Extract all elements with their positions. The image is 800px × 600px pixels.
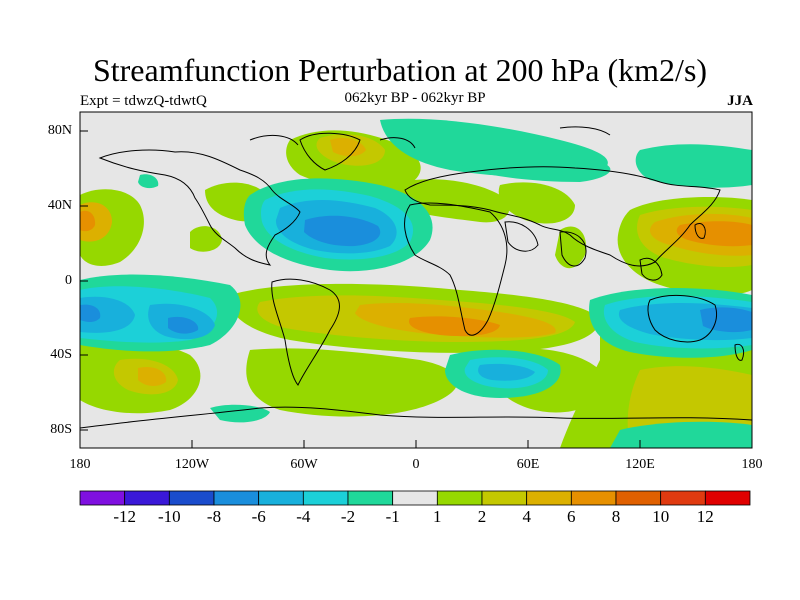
colorbar-swatch: [660, 490, 706, 506]
colorbar-label: -2: [340, 507, 356, 526]
lat-label-40n: 40N: [47, 198, 72, 213]
colorbar-swatch: [615, 490, 662, 506]
colorbar-swatch: [704, 490, 751, 506]
lat-label-40s: 40S: [50, 347, 72, 362]
colorbar-swatch: [347, 490, 394, 506]
colorbar-label: -12: [113, 507, 137, 526]
colorbar-swatch: [302, 490, 349, 506]
coast-eurasia: [404, 166, 721, 267]
lon-label-60w: 60W: [290, 457, 318, 472]
colorbar: [79, 490, 751, 506]
lon-label-120w: 120W: [174, 457, 210, 472]
coast-japan: [694, 223, 706, 239]
colorbar-swatch: [258, 490, 304, 506]
lon-label-180w: 180: [69, 457, 91, 472]
coast-north-america: [98, 149, 301, 266]
lon-label-180e: 180: [741, 457, 763, 472]
colorbar-swatch: [79, 490, 126, 506]
colorbar-label: 10: [652, 507, 670, 526]
coast-arabia: [504, 221, 539, 252]
colorbar-label: 1: [433, 507, 442, 526]
colorbar-swatch: [124, 490, 170, 506]
lon-label-0: 0: [412, 457, 420, 472]
colorbar-label: 6: [567, 507, 576, 526]
lat-label-80s: 80S: [50, 422, 72, 437]
colorbar-label: 4: [522, 507, 531, 526]
lon-label-120e: 120E: [625, 457, 655, 472]
coast-arctic-islands: [249, 126, 611, 149]
lat-label-0: 0: [65, 273, 72, 288]
experiment-label: Expt = tdwzQ-tdwtQ: [80, 93, 207, 109]
period-label: 062kyr BP - 062kyr BP: [344, 90, 486, 106]
axis-ticks: [80, 130, 641, 448]
lon-label-60e: 60E: [516, 457, 540, 472]
colorbar-label: 8: [611, 507, 621, 526]
coast-new-zealand: [734, 343, 745, 361]
colorbar-label: 12: [696, 507, 714, 526]
coast-australia: [647, 295, 717, 343]
coast-greenland: [299, 132, 361, 171]
colorbar-label: -8: [206, 507, 222, 526]
coast-southeast-asia: [639, 257, 663, 281]
colorbar-label: -10: [157, 507, 181, 526]
coast-india: [559, 231, 587, 267]
colorbar-label: -6: [251, 507, 266, 526]
plot-title: Streamfunction Perturbation at 200 hPa (…: [92, 52, 708, 88]
coastlines: [80, 126, 752, 429]
coast-south-america: [271, 278, 340, 386]
colorbar-swatch: [168, 490, 215, 506]
colorbar-swatch: [213, 490, 260, 506]
lat-label-80n: 80N: [47, 123, 72, 138]
positive-anomalies: [80, 130, 752, 448]
negative-anomalies: [80, 118, 752, 448]
colorbar-swatch: [526, 490, 572, 506]
contour-field: [80, 112, 752, 448]
colorbar-label: -4: [296, 507, 311, 526]
colorbar-swatch: [570, 490, 617, 506]
colorbar-swatch: [436, 490, 483, 506]
season-label: JJA: [727, 93, 753, 109]
colorbar-swatch: [392, 490, 438, 506]
colorbar-label: -1: [385, 507, 400, 526]
coast-antarctica: [80, 406, 752, 429]
colorbar-label: 2: [477, 507, 487, 526]
colorbar-swatch: [481, 490, 528, 506]
coast-africa: [404, 202, 508, 336]
